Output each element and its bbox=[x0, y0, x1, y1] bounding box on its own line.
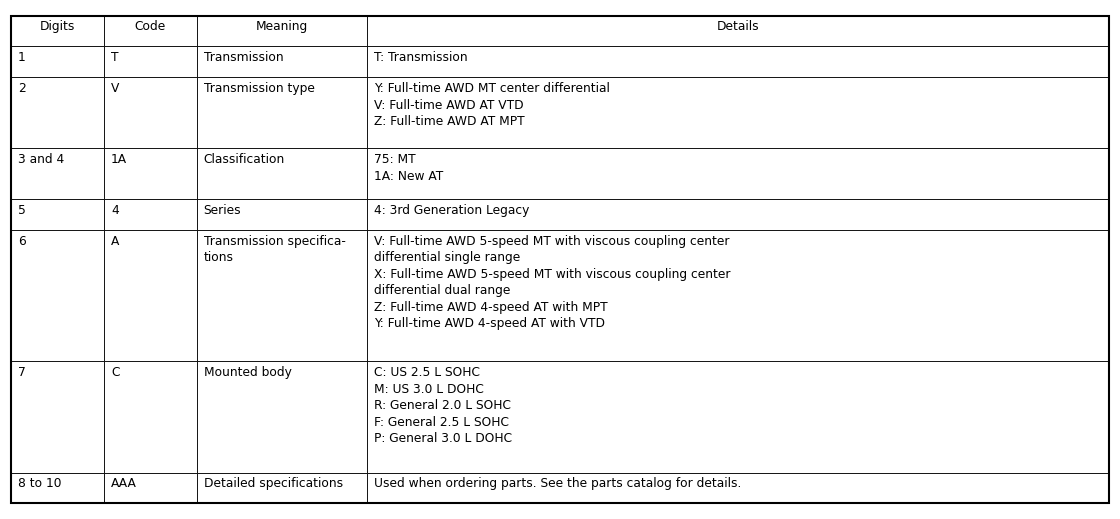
Text: Series: Series bbox=[204, 204, 241, 217]
Bar bbox=[367, 473, 1109, 503]
Bar bbox=[11, 46, 104, 77]
Text: 75: MT
1A: New AT: 75: MT 1A: New AT bbox=[374, 153, 444, 183]
Text: A: A bbox=[111, 235, 119, 248]
Bar bbox=[197, 46, 367, 77]
Text: C: US 2.5 L SOHC
M: US 3.0 L DOHC
R: General 2.0 L SOHC
F: General 2.5 L SOHC
P:: C: US 2.5 L SOHC M: US 3.0 L DOHC R: Gen… bbox=[374, 366, 512, 445]
Text: 1: 1 bbox=[18, 51, 26, 64]
Bar bbox=[104, 46, 197, 77]
Bar bbox=[104, 148, 197, 199]
Text: 4: 3rd Generation Legacy: 4: 3rd Generation Legacy bbox=[374, 204, 529, 217]
Text: 5: 5 bbox=[18, 204, 26, 217]
Bar bbox=[367, 148, 1109, 199]
Bar bbox=[11, 148, 104, 199]
Bar bbox=[11, 16, 104, 46]
Text: V: Full-time AWD 5-speed MT with viscous coupling center
differential single ran: V: Full-time AWD 5-speed MT with viscous… bbox=[374, 235, 730, 331]
Text: Code: Code bbox=[134, 20, 166, 33]
Bar bbox=[104, 361, 197, 473]
Text: 6: 6 bbox=[18, 235, 26, 248]
Bar bbox=[367, 199, 1109, 230]
Bar bbox=[197, 148, 367, 199]
Text: T: Transmission: T: Transmission bbox=[374, 51, 467, 64]
Text: AAA: AAA bbox=[111, 477, 137, 490]
Bar bbox=[197, 199, 367, 230]
Text: Classification: Classification bbox=[204, 153, 284, 166]
Bar bbox=[367, 16, 1109, 46]
Text: Transmission specifica-
tions: Transmission specifica- tions bbox=[204, 235, 345, 265]
Text: Transmission: Transmission bbox=[204, 51, 283, 64]
Text: T: T bbox=[111, 51, 119, 64]
Bar bbox=[367, 230, 1109, 361]
Bar bbox=[367, 46, 1109, 77]
Bar bbox=[104, 199, 197, 230]
Bar bbox=[197, 230, 367, 361]
Bar bbox=[11, 361, 104, 473]
Bar bbox=[197, 473, 367, 503]
Bar bbox=[104, 77, 197, 148]
Bar bbox=[11, 77, 104, 148]
Text: Y: Full-time AWD MT center differential
V: Full-time AWD AT VTD
Z: Full-time AWD: Y: Full-time AWD MT center differential … bbox=[374, 82, 609, 128]
Text: V: V bbox=[111, 82, 119, 95]
Bar bbox=[104, 230, 197, 361]
Bar bbox=[197, 361, 367, 473]
Bar bbox=[197, 77, 367, 148]
Text: 2: 2 bbox=[18, 82, 26, 95]
Bar bbox=[11, 199, 104, 230]
Text: Digits: Digits bbox=[40, 20, 75, 33]
Text: Used when ordering parts. See the parts catalog for details.: Used when ordering parts. See the parts … bbox=[374, 477, 741, 490]
Text: 1A: 1A bbox=[111, 153, 127, 166]
Bar bbox=[197, 16, 367, 46]
Text: Mounted body: Mounted body bbox=[204, 366, 291, 379]
Text: Meaning: Meaning bbox=[255, 20, 308, 33]
Bar bbox=[367, 77, 1109, 148]
Text: Detailed specifications: Detailed specifications bbox=[204, 477, 343, 490]
Bar bbox=[104, 473, 197, 503]
Bar bbox=[11, 230, 104, 361]
Text: Details: Details bbox=[717, 20, 759, 33]
Text: 7: 7 bbox=[18, 366, 26, 379]
Bar bbox=[104, 16, 197, 46]
Text: 4: 4 bbox=[111, 204, 119, 217]
Bar bbox=[11, 473, 104, 503]
Text: C: C bbox=[111, 366, 120, 379]
Bar bbox=[367, 361, 1109, 473]
Text: 3 and 4: 3 and 4 bbox=[18, 153, 64, 166]
Text: Transmission type: Transmission type bbox=[204, 82, 315, 95]
Text: 8 to 10: 8 to 10 bbox=[18, 477, 62, 490]
